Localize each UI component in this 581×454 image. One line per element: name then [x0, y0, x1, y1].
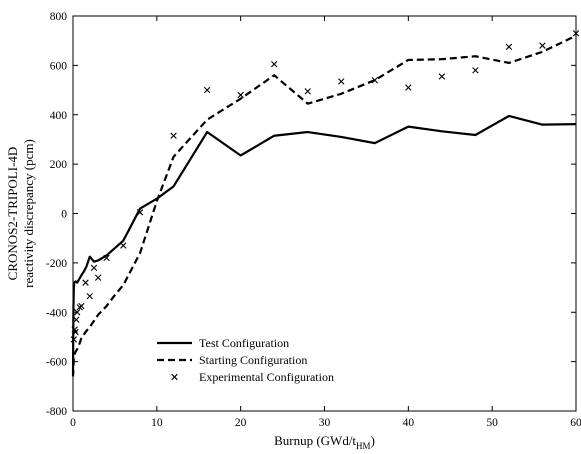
- y-axis-title-line1: CRONOS2-TRIPOLI-4D: [5, 147, 20, 281]
- y-tick-label: -800: [46, 406, 67, 418]
- experimental-point: [237, 91, 244, 99]
- series-layer: [70, 30, 580, 377]
- experimental-point: [136, 209, 144, 216]
- experimental-point: [90, 264, 98, 272]
- experimental-point: [338, 78, 345, 85]
- legend-label-experimental: Experimental Configuration: [199, 370, 334, 384]
- y-tick-label: 600: [50, 60, 68, 72]
- x-axis-title: Burnup (GWd/tHM): [274, 433, 375, 451]
- series-line-test: [71, 114, 577, 374]
- series-line-starting: [71, 34, 577, 377]
- legend-label-test: Test Configuration: [199, 336, 289, 350]
- y-tick-label: 200: [50, 159, 68, 171]
- plot-area: [72, 15, 577, 412]
- y-tick-label: 800: [50, 11, 68, 23]
- x-axis-title-close: ): [371, 433, 375, 448]
- experimental-point: [505, 43, 513, 51]
- experimental-point: [271, 60, 278, 68]
- axis-ticks: 0 10 20 30 40 50 60 -800 -600 -400 -200 0 200 400 600 8…: [46, 11, 581, 429]
- experimental-point: [70, 336, 78, 343]
- legend: Test Configuration Starting Configuratio…: [157, 336, 334, 384]
- legend-marker-experimental: [171, 373, 178, 381]
- legend-label-starting: Starting Configuration: [199, 353, 307, 367]
- y-tick-label: -400: [46, 307, 67, 319]
- x-tick-label: 50: [486, 417, 498, 429]
- experimental-point: [94, 274, 102, 281]
- experimental-point: [103, 254, 110, 262]
- y-tick-label: 400: [50, 110, 68, 122]
- experimental-point: [72, 328, 79, 336]
- x-tick-label: 0: [70, 417, 76, 429]
- y-tick-label: -600: [46, 357, 67, 369]
- x-axis-title-subscript: HM: [356, 441, 371, 451]
- experimental-point: [73, 316, 80, 323]
- experimental-point: [120, 242, 127, 249]
- y-axis-title-line2: reactivity discrepancy (pcm): [21, 139, 36, 288]
- x-tick-label: 10: [151, 417, 163, 429]
- experimental-point: [539, 42, 546, 49]
- x-tick-label: 30: [319, 417, 331, 429]
- experimental-point: [74, 309, 81, 316]
- experimental-point: [304, 88, 311, 95]
- x-tick-label: 60: [570, 417, 581, 429]
- x-tick-label: 40: [403, 417, 415, 429]
- experimental-point: [472, 67, 479, 74]
- experimental-point: [371, 76, 378, 84]
- x-tick-label: 20: [235, 417, 247, 429]
- experimental-point: [170, 132, 177, 139]
- y-tick-label: 0: [61, 209, 67, 221]
- experimental-point: [82, 279, 89, 286]
- experimental-point: [405, 84, 412, 91]
- experimental-point: [86, 293, 93, 300]
- y-tick-label: -200: [46, 258, 67, 270]
- experimental-point: [78, 302, 85, 310]
- experimental-point: [438, 73, 446, 80]
- experimental-point: [203, 86, 211, 94]
- experimental-point: [572, 30, 580, 37]
